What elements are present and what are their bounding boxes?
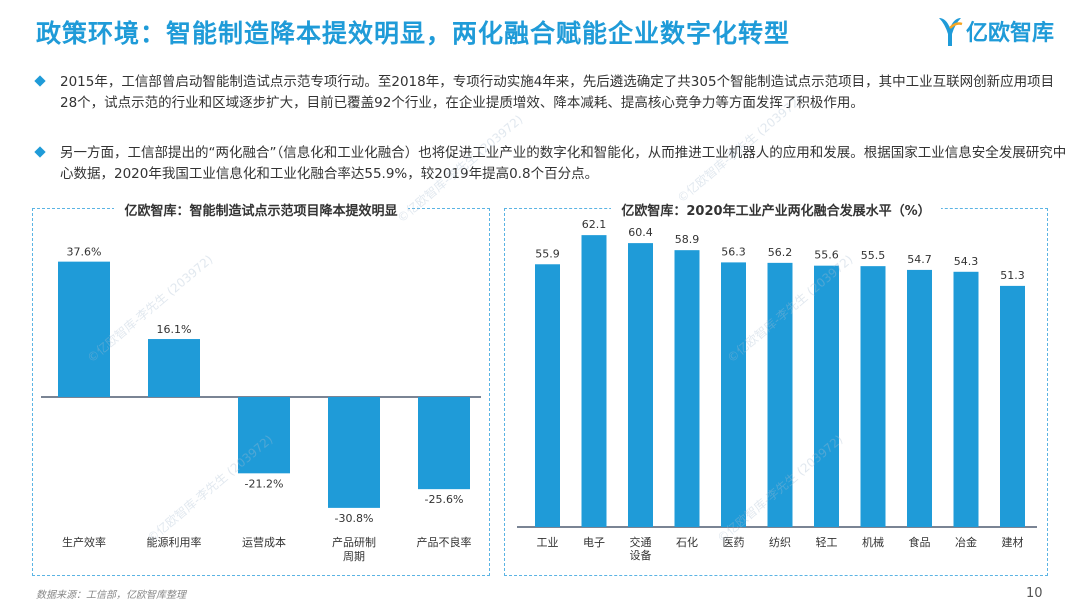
bar [1000, 285, 1025, 527]
logo-text: 亿欧智库 [966, 21, 1055, 46]
data-label: 55.9 [535, 247, 560, 260]
brand-logo: 亿欧智库 [936, 14, 1054, 48]
data-label: -30.8% [335, 512, 374, 525]
category-label: 工业 [537, 536, 559, 549]
page-number: 10 [1026, 586, 1043, 601]
data-label: 55.6 [814, 249, 839, 262]
bar [907, 269, 932, 527]
category-label: 能源利用率 [147, 535, 202, 549]
data-label: 54.3 [954, 255, 979, 268]
data-label: 37.6% [67, 246, 102, 259]
category-label: 产品不良率 [417, 535, 472, 549]
chart-panel-left: 亿欧智库：智能制造试点示范项目降本提效明显 37.6% 生产效率 16.1% 能源利用… [32, 204, 490, 576]
category-label: 纺织 [769, 535, 791, 549]
bar [674, 250, 700, 528]
category-label: 周期 [343, 550, 365, 563]
bar [328, 397, 380, 508]
data-label: -21.2% [245, 477, 284, 490]
chart-title: 亿欧智库：2020年工业产业两化融合发展水平（%） [505, 200, 1047, 219]
diamond-bullet-icon [34, 75, 46, 87]
bar [535, 264, 560, 527]
data-label: 16.1% [157, 323, 192, 336]
category-label: 产品研制 [332, 535, 376, 549]
category-label: 食品 [909, 535, 931, 549]
bar [418, 397, 470, 490]
bullet-text: 2015年，工信部曾启动智能制造试点示范专项行动。至2018年，专项行动实施4年… [60, 74, 1055, 111]
source-note: 数据来源：工信部，亿欧智库整理 [36, 590, 186, 601]
category-label: 电子 [583, 536, 605, 549]
bar [721, 262, 746, 527]
data-label: 58.9 [675, 233, 700, 246]
bar [814, 265, 839, 527]
data-label: 54.7 [907, 253, 932, 266]
data-label: 56.3 [721, 245, 746, 258]
category-label: 运营成本 [242, 535, 286, 549]
diamond-bullet-icon [34, 146, 46, 158]
category-label: 建材 [1002, 535, 1024, 549]
page-title: 政策环境：智能制造降本提效明显，两化融合赋能企业数字化转型 [36, 19, 791, 48]
logo-mark-icon [939, 18, 963, 46]
bar [860, 266, 886, 527]
category-label: 冶金 [955, 535, 977, 549]
chart-title: 亿欧智库：智能制造试点示范项目降本提效明显 [33, 200, 489, 219]
data-label: 62.1 [582, 218, 607, 231]
bullet-text: 另一方面，工信部提出的“两化融合”（信息化和工业化融合）也将促进工业产业的数字化… [60, 145, 1067, 182]
bar [953, 271, 979, 527]
category-label: 轻工 [816, 535, 838, 549]
data-label: 56.2 [768, 246, 793, 259]
category-label: 设备 [630, 548, 652, 562]
bar [628, 243, 653, 527]
category-label: 石化 [676, 535, 698, 549]
category-label: 机械 [862, 535, 884, 549]
bar [581, 235, 607, 527]
data-label: 55.5 [861, 249, 886, 262]
bar [58, 261, 110, 397]
bar [238, 397, 290, 474]
data-label: 51.3 [1000, 269, 1025, 282]
category-label: 生产效率 [62, 535, 106, 549]
data-label: 60.4 [628, 226, 653, 239]
category-label: 交通 [630, 535, 652, 549]
bar [767, 262, 793, 527]
data-label: -25.6% [425, 493, 464, 506]
chart-panel-right: 亿欧智库：2020年工业产业两化融合发展水平（%） 55.9 工业 62.1 电子 60… [504, 204, 1048, 576]
category-label: 医药 [723, 536, 745, 549]
bar [148, 339, 200, 397]
chart-left-svg: 37.6% 生产效率 16.1% 能源利用率 -21.2% 运营成本 -30.8% 产品研制周… [41, 246, 481, 563]
